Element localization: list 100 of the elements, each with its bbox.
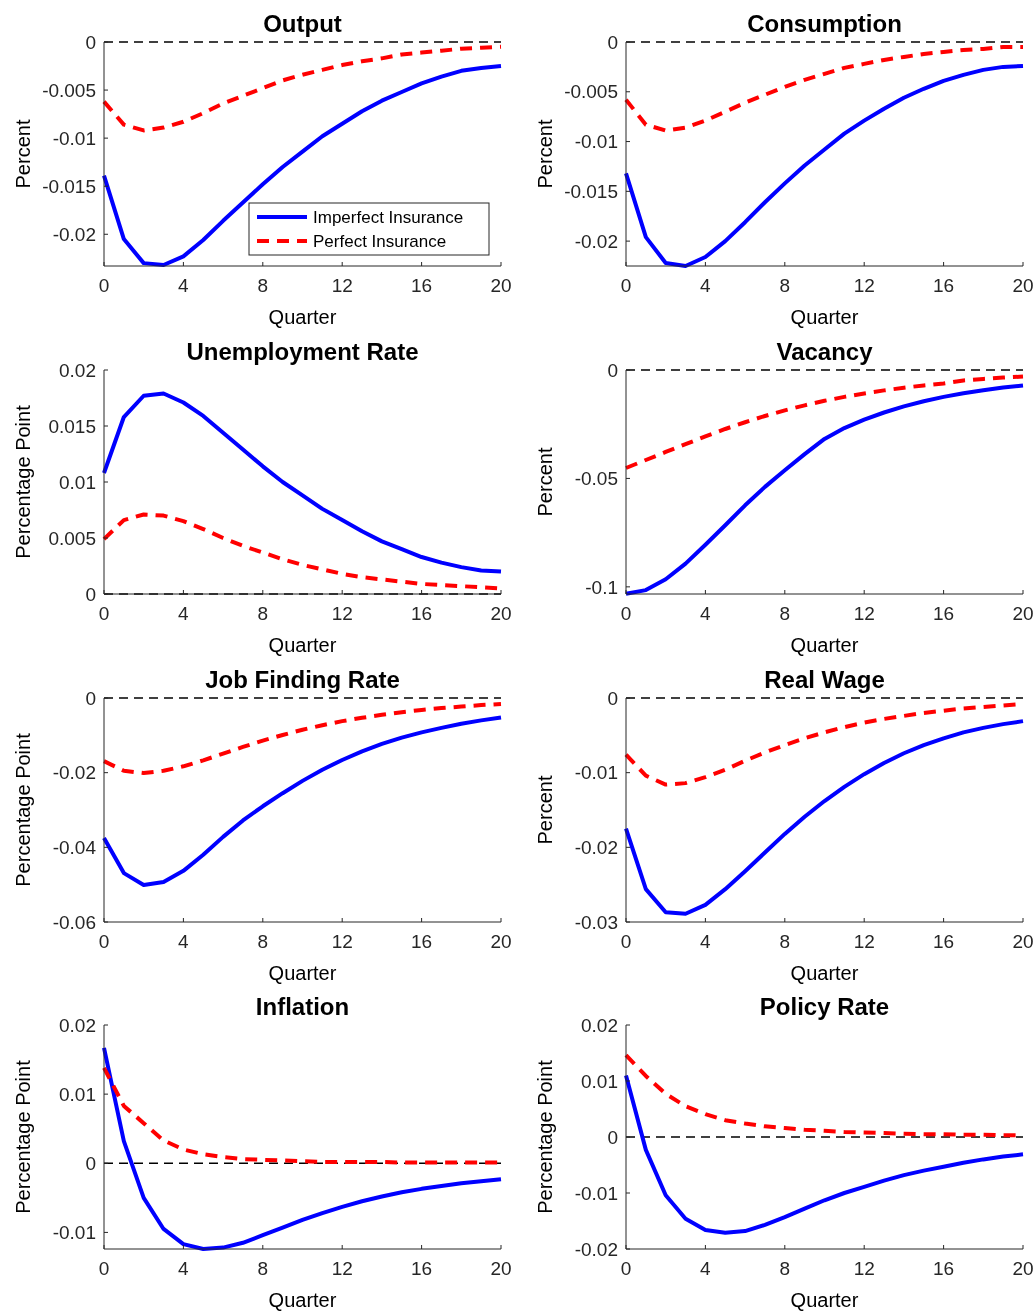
- y-tick-label: -0.015: [42, 175, 96, 197]
- line-series: [102, 715, 503, 888]
- y-tick-label: 0.02: [59, 359, 96, 381]
- x-tick-label: 0: [98, 603, 110, 624]
- x-tick-label: 16: [933, 603, 955, 624]
- line-series: [102, 44, 503, 133]
- y-tick-label: -0.06: [52, 911, 96, 933]
- x-tick-label: 0: [98, 275, 110, 296]
- x-tick-label: 20: [490, 603, 512, 624]
- x-tick-label: 4: [700, 1258, 712, 1279]
- x-tick-label: 16: [933, 1258, 955, 1279]
- chart-title: Consumption: [747, 10, 902, 37]
- y-tick-label: 0: [85, 31, 96, 53]
- chart-title: Unemployment Rate: [186, 338, 419, 365]
- x-tick-label: 0: [620, 931, 632, 952]
- x-axis-title: Quarter: [268, 634, 337, 656]
- chart-title: Policy Rate: [759, 993, 890, 1020]
- x-tick-label: 16: [411, 1258, 433, 1279]
- line-series: [624, 719, 1025, 916]
- y-tick-label: 0: [607, 31, 618, 53]
- x-tick-label: 20: [1012, 1258, 1034, 1279]
- chart-title: Real Wage: [764, 666, 885, 693]
- x-tick-label: 0: [98, 931, 110, 952]
- x-tick-label: 16: [411, 603, 433, 624]
- x-tick-label: 8: [257, 275, 269, 296]
- y-tick-label: -0.05: [574, 468, 618, 490]
- line-series: [624, 44, 1025, 133]
- x-tick-label: 20: [490, 275, 512, 296]
- x-tick-label: 0: [620, 275, 632, 296]
- x-tick-label: 8: [257, 1258, 269, 1279]
- chart-title: Job Finding Rate: [205, 666, 400, 693]
- y-tick-label: 0.01: [581, 1070, 618, 1092]
- y-tick-label: -0.01: [52, 1222, 96, 1244]
- y-axis-title: Percentage Point: [12, 404, 34, 559]
- y-tick-label: -0.01: [574, 1182, 618, 1204]
- y-tick-label: -0.01: [574, 762, 618, 784]
- legend-label: Perfect Insurance: [313, 231, 447, 251]
- y-tick-label: 0.005: [48, 527, 96, 549]
- x-tick-label: 4: [178, 275, 190, 296]
- y-tick-label: -0.02: [574, 1238, 618, 1260]
- y-tick-label: -0.02: [52, 762, 96, 784]
- x-tick-label: 16: [411, 275, 433, 296]
- y-axis-title: Percentage Point: [534, 1059, 556, 1214]
- line-series: [624, 1073, 1025, 1235]
- line-series: [102, 701, 503, 776]
- x-tick-label: 12: [331, 931, 353, 952]
- x-tick-label: 12: [331, 603, 353, 624]
- y-tick-label: -0.01: [574, 131, 618, 153]
- y-tick-label: 0.02: [581, 1014, 618, 1036]
- y-tick-label: 0: [85, 1152, 96, 1174]
- y-tick-label: -0.02: [574, 836, 618, 858]
- x-tick-label: 20: [1012, 931, 1034, 952]
- y-tick-label: -0.01: [52, 127, 96, 149]
- x-axis-title: Quarter: [268, 306, 337, 328]
- x-tick-label: 4: [178, 603, 190, 624]
- y-tick-label: -0.02: [574, 230, 618, 252]
- x-tick-label: 20: [490, 931, 512, 952]
- x-tick-label: 16: [933, 931, 955, 952]
- chart-title: Vacancy: [776, 338, 874, 365]
- x-tick-label: 4: [178, 1258, 190, 1279]
- x-tick-label: 12: [853, 275, 875, 296]
- line-series: [624, 374, 1025, 471]
- y-axis-title: Percentage Point: [12, 732, 34, 887]
- x-tick-label: 0: [98, 1258, 110, 1279]
- y-tick-label: -0.02: [52, 223, 96, 245]
- x-tick-label: 0: [620, 1258, 632, 1279]
- x-tick-label: 8: [779, 1258, 791, 1279]
- y-tick-label: 0: [85, 583, 96, 605]
- x-tick-label: 4: [700, 931, 712, 952]
- y-tick-label: 0: [607, 1126, 618, 1148]
- y-axis-title: Percent: [534, 447, 556, 517]
- y-axis-title: Percent: [534, 119, 556, 189]
- x-tick-label: 12: [853, 603, 875, 624]
- x-tick-label: 16: [411, 931, 433, 952]
- y-tick-label: -0.03: [574, 911, 618, 933]
- x-axis-title: Quarter: [790, 634, 859, 656]
- x-tick-label: 4: [700, 603, 712, 624]
- y-tick-label: -0.005: [564, 81, 618, 103]
- x-axis-title: Quarter: [790, 1289, 859, 1311]
- y-axis-title: Percent: [12, 119, 34, 189]
- y-tick-label: 0.01: [59, 471, 96, 493]
- legend-label: Imperfect Insurance: [313, 207, 464, 227]
- y-axis-title: Percentage Point: [12, 1059, 34, 1214]
- y-tick-label: 0: [607, 359, 618, 381]
- x-tick-label: 8: [779, 275, 791, 296]
- x-tick-label: 12: [331, 275, 353, 296]
- y-tick-label: 0.015: [48, 415, 96, 437]
- chart-title: Inflation: [255, 993, 350, 1020]
- y-tick-label: -0.005: [42, 79, 96, 101]
- x-tick-label: 4: [178, 931, 190, 952]
- x-tick-label: 20: [1012, 275, 1034, 296]
- y-axis-title: Percent: [534, 775, 556, 845]
- y-tick-label: 0.02: [59, 1014, 96, 1036]
- x-tick-label: 8: [257, 931, 269, 952]
- x-tick-label: 8: [779, 603, 791, 624]
- x-axis-title: Quarter: [268, 1289, 337, 1311]
- x-tick-label: 8: [779, 931, 791, 952]
- y-tick-label: -0.015: [564, 180, 618, 202]
- y-tick-label: 0.01: [59, 1083, 96, 1105]
- x-tick-label: 12: [853, 1258, 875, 1279]
